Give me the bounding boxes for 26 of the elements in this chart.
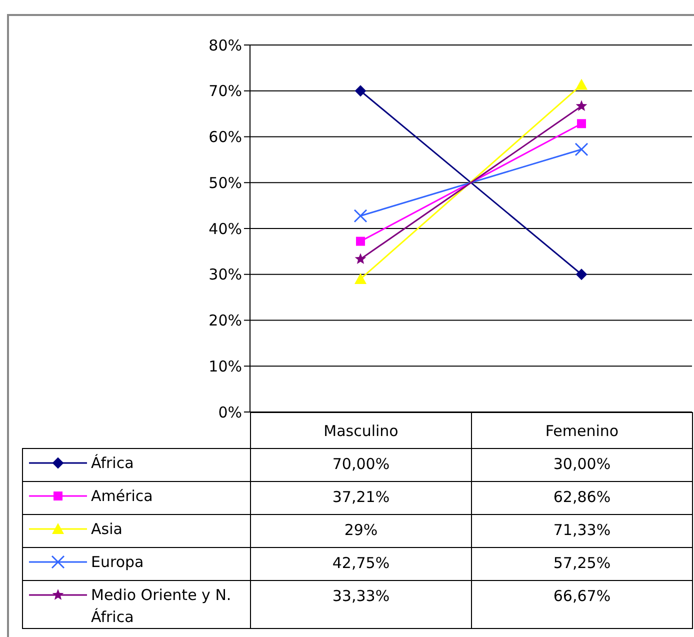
- data-label: 37,21%: [250, 482, 472, 514]
- y-tick-label: 60%: [208, 128, 242, 146]
- y-tick-label: 10%: [208, 357, 242, 376]
- y-tick-label: 20%: [208, 312, 242, 330]
- y-tick-label: 0%: [218, 403, 242, 422]
- y-tick-label: 70%: [208, 82, 242, 100]
- data-label: 29%: [250, 514, 472, 548]
- y-tick-label: 80%: [208, 36, 242, 54]
- x-tick-label: Femenino: [472, 412, 692, 448]
- data-label: 33,33%: [250, 580, 472, 628]
- data-label: 42,75%: [250, 548, 472, 580]
- y-tick-label: 30%: [208, 266, 242, 284]
- y-tick-label: 50%: [208, 174, 242, 192]
- legend-label: África: [91, 453, 134, 474]
- legend-label: Asia: [91, 519, 122, 540]
- legend-label: Medio Oriente y N. África: [91, 585, 232, 628]
- data-label: 62,86%: [472, 482, 692, 514]
- data-label: 57,25%: [472, 548, 692, 580]
- data-label: 71,33%: [472, 514, 692, 548]
- data-label: 66,67%: [472, 580, 692, 628]
- data-label: 70,00%: [250, 448, 472, 482]
- y-tick-label: 40%: [208, 220, 242, 238]
- legend-label: Europa: [91, 552, 144, 573]
- legend-label: América: [91, 486, 153, 507]
- data-label: 30,00%: [472, 448, 692, 482]
- x-tick-label: Masculino: [250, 412, 472, 448]
